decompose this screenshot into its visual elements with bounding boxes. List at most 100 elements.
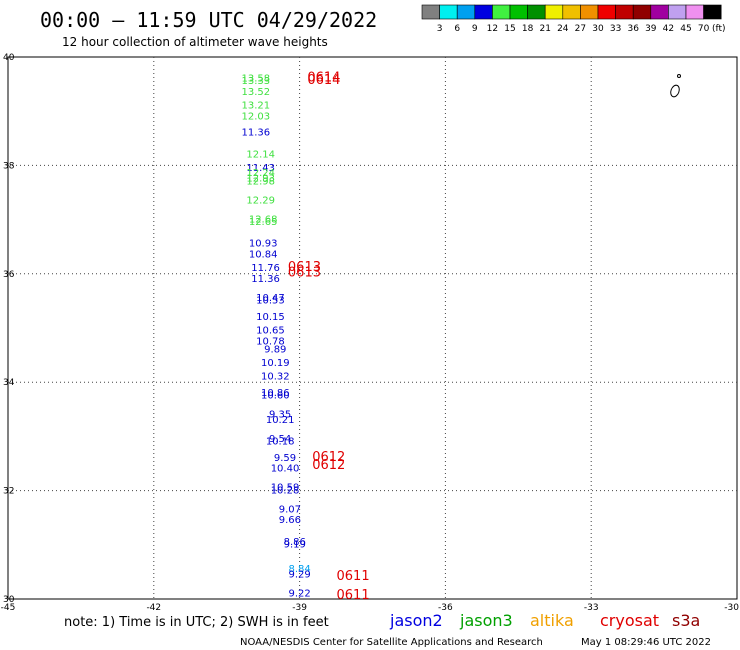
legend-jason3: jason3 (459, 611, 513, 630)
wave-height-label: 8.84 (288, 564, 310, 575)
colorbar-swatch (562, 4, 581, 20)
colorbar-swatch (632, 4, 652, 20)
y-tick-label: 36 (3, 270, 15, 280)
footer-credit: NOAA/NESDIS Center for Satellite Applica… (240, 637, 543, 648)
y-tick-label: 40 (3, 53, 15, 63)
wave-height-label: 10.60 (261, 390, 290, 401)
wave-height-label: 13.21 (242, 100, 271, 111)
wave-height-label: 10.53 (256, 296, 285, 307)
wave-height-label: 10.15 (256, 312, 285, 323)
track-time-label: 0613 (288, 260, 321, 275)
colorbar: 3 6 9 12 15 18 21 24 27 30 33 36 39 42 45 70 (421, 4, 722, 34)
wave-height-label: 10.65 (256, 325, 285, 336)
wave-height-label: 10.47 (256, 293, 285, 304)
footer-generated: May 1 08:29:46 UTC 2022 (581, 637, 711, 648)
island-marker (670, 74, 681, 98)
wave-height-label: 9.29 (288, 569, 310, 580)
wave-height-label: 10.93 (249, 239, 278, 250)
y-tick-label: 38 (3, 161, 15, 171)
track-time-label: 0614 (307, 73, 340, 88)
colorbar-swatch (597, 4, 616, 20)
tick-labels: -45 -42 -39 -36 -33 -30 30 32 34 36 38 40 (1, 53, 740, 613)
legend-s3a: s3a (672, 611, 700, 630)
chart-subtitle: 12 hour collection of altimeter wave hei… (62, 35, 328, 49)
wave-height-label: 9.89 (264, 344, 286, 355)
wave-height-label: 12.68 (249, 214, 278, 225)
colorbar-label: 27 (575, 24, 586, 34)
footer-note: note: 1) Time is in UTC; 2) SWH is in fe… (64, 615, 329, 630)
wave-height-label: 13.52 (242, 87, 271, 98)
wave-height-label: 10.86 (261, 388, 290, 399)
wave-height-label: 12.93 (246, 174, 275, 185)
legend-cryosat: cryosat (600, 611, 659, 630)
colorbar-unit: (ft) (712, 24, 726, 34)
colorbar-swatch (439, 4, 458, 20)
track-time-label: 0614 (307, 70, 340, 85)
colorbar-swatch (650, 4, 669, 20)
colorbar-label: 39 (645, 24, 657, 34)
wave-height-label: 11.76 (251, 263, 280, 274)
plot-frame (7, 56, 738, 600)
grid (8, 57, 737, 599)
wave-height-label: 10.84 (249, 250, 278, 261)
colorbar-label: 36 (627, 24, 639, 34)
y-tick-label: 30 (3, 595, 15, 605)
colorbar-label: 42 (663, 24, 674, 34)
y-tick-label: 34 (3, 378, 15, 388)
wave-height-label: 8.86 (284, 537, 306, 548)
colorbar-label: 18 (522, 24, 534, 34)
wave-height-label: 10.28 (271, 485, 300, 496)
wave-height-label: 11.36 (251, 274, 280, 285)
track-time-label: 0611 (337, 588, 370, 603)
wave-height-label: 12.98 (246, 176, 275, 187)
wave-height-label: 13.33 (242, 76, 271, 87)
colorbar-swatch (474, 4, 493, 20)
wave-height-label: 9.35 (269, 409, 291, 420)
wave-height-label: 11.36 (242, 128, 271, 139)
wave-height-label: 13.58 (242, 73, 271, 84)
colorbar-label: 3 (437, 24, 443, 34)
wave-height-label: 11.43 (246, 163, 275, 174)
colorbar-label: 9 (472, 24, 478, 34)
x-tick-label: -36 (438, 603, 453, 613)
wave-height-label: 12.14 (246, 149, 275, 160)
colorbar-swatch (509, 4, 528, 20)
x-tick-label: -30 (724, 603, 739, 613)
colorbar-label: 15 (504, 24, 515, 34)
x-tick-label: -33 (584, 603, 599, 613)
legend-altika: altika (530, 611, 574, 630)
track-time-label: 0612 (312, 458, 345, 473)
wave-height-label: 9.19 (284, 540, 306, 551)
y-tick-label: 32 (3, 487, 14, 497)
x-tick-label: -39 (292, 603, 307, 613)
wave-height-label: 10.18 (266, 437, 295, 448)
colorbar-label: 24 (557, 24, 569, 34)
colorbar-label: 70 (698, 24, 710, 34)
track-time-label: 0611 (337, 569, 370, 584)
x-tick-label: -42 (146, 603, 161, 613)
wave-height-label: 10.78 (256, 336, 285, 347)
chart-title: 00:00 – 11:59 UTC 04/29/2022 (40, 8, 377, 32)
wave-height-label: 12.29 (246, 195, 275, 206)
colorbar-swatch (492, 4, 511, 20)
colorbar-label: 12 (487, 24, 498, 34)
wave-height-label: 9.22 (288, 588, 310, 599)
track-time-label: 0612 (312, 450, 345, 465)
track-time-label: 0613 (288, 266, 321, 281)
colorbar-label: 33 (610, 24, 621, 34)
colorbar-label: 21 (539, 24, 550, 34)
wave-height-label: 10.32 (261, 371, 290, 382)
colorbar-label: 45 (680, 24, 691, 34)
legend: jason2 jason3 altika cryosat s3a (389, 611, 700, 630)
wave-height-label: 12.24 (246, 168, 275, 179)
colorbar-swatch (421, 4, 440, 20)
colorbar-swatch (685, 4, 704, 20)
wave-height-label: 9.59 (274, 453, 296, 464)
wave-height-label: 10.40 (271, 464, 300, 475)
colorbar-swatch (703, 4, 722, 20)
legend-jason2: jason2 (389, 611, 443, 630)
wave-height-label: 9.07 (279, 504, 301, 515)
colorbar-swatch (527, 4, 546, 20)
